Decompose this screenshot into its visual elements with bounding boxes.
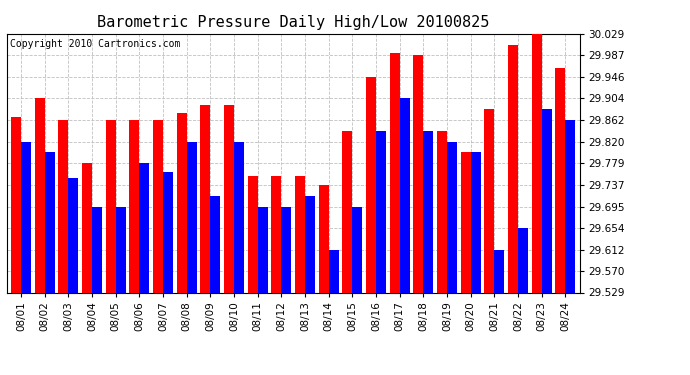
Bar	[224, 105, 234, 292]
Bar	[177, 114, 187, 292]
Bar	[437, 131, 447, 292]
Bar	[484, 109, 495, 292]
Bar	[234, 142, 244, 292]
Bar	[366, 77, 376, 292]
Title: Barometric Pressure Daily High/Low 20100825: Barometric Pressure Daily High/Low 20100…	[97, 15, 489, 30]
Bar	[210, 196, 220, 292]
Bar	[59, 120, 68, 292]
Bar	[390, 53, 400, 292]
Bar	[116, 207, 126, 292]
Bar	[153, 120, 163, 292]
Bar	[187, 142, 197, 292]
Bar	[248, 176, 258, 292]
Bar	[342, 131, 353, 292]
Bar	[376, 131, 386, 292]
Bar	[45, 152, 55, 292]
Bar	[130, 120, 139, 292]
Bar	[139, 163, 149, 292]
Bar	[305, 196, 315, 292]
Bar	[471, 152, 481, 292]
Bar	[82, 163, 92, 292]
Bar	[34, 98, 45, 292]
Bar	[282, 207, 291, 292]
Bar	[555, 68, 565, 292]
Bar	[163, 172, 173, 292]
Bar	[495, 249, 504, 292]
Bar	[11, 117, 21, 292]
Bar	[413, 56, 424, 292]
Bar	[424, 131, 433, 292]
Bar	[106, 120, 116, 292]
Bar	[328, 249, 339, 292]
Bar	[271, 176, 282, 292]
Bar	[518, 228, 528, 292]
Bar	[565, 120, 575, 292]
Bar	[532, 34, 542, 292]
Bar	[319, 185, 328, 292]
Bar	[400, 99, 410, 292]
Bar	[447, 142, 457, 292]
Bar	[258, 207, 268, 292]
Bar	[201, 105, 210, 292]
Bar	[21, 142, 31, 292]
Text: Copyright 2010 Cartronics.com: Copyright 2010 Cartronics.com	[10, 39, 180, 49]
Bar	[461, 152, 471, 292]
Bar	[92, 207, 102, 292]
Bar	[353, 207, 362, 292]
Bar	[542, 109, 552, 292]
Bar	[68, 178, 79, 292]
Bar	[295, 176, 305, 292]
Bar	[508, 45, 518, 292]
